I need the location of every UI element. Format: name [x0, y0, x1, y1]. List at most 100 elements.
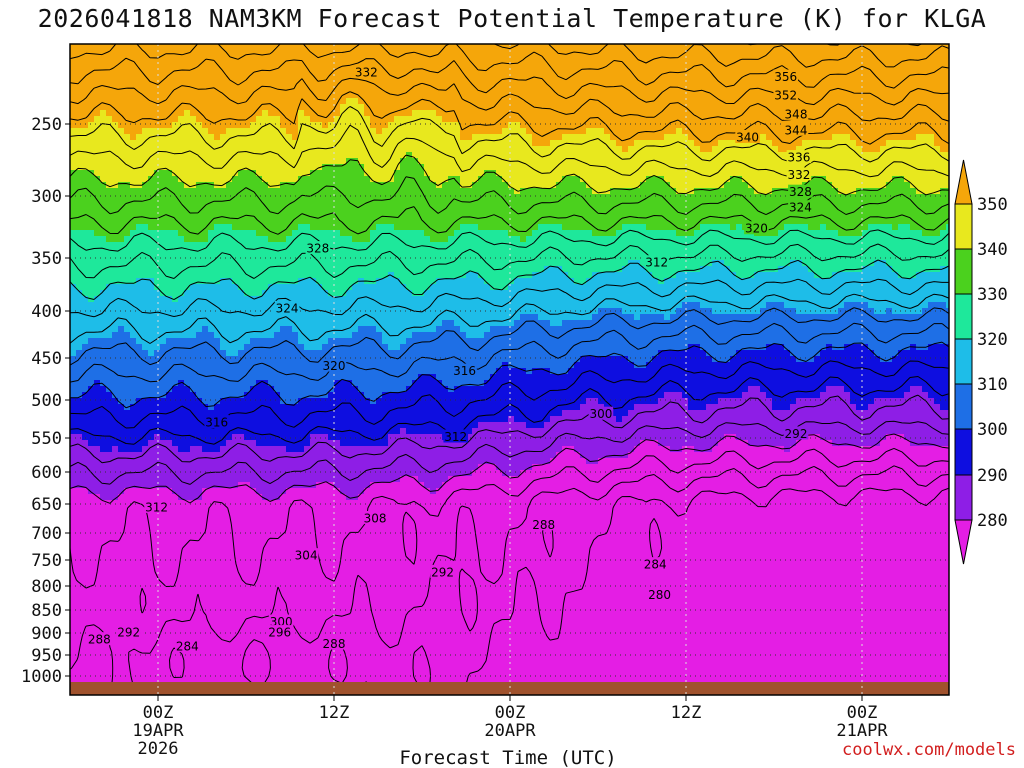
fill-cell: [406, 338, 949, 345]
fill-cell: [70, 608, 949, 615]
contour-364: [70, 44, 949, 89]
fill-cell: [184, 290, 245, 297]
fill-cell: [484, 332, 949, 339]
x-tick-label: 00Z: [143, 703, 174, 723]
fill-cell: [376, 128, 383, 135]
fill-cell: [634, 314, 641, 321]
fill-cell: [172, 386, 191, 393]
fill-cell: [70, 674, 949, 681]
fill-cell: [196, 392, 245, 399]
fill-cell: [532, 464, 949, 471]
fill-cell: [562, 446, 575, 453]
fill-cell: [796, 308, 839, 315]
contour-368: [494, 44, 949, 68]
fill-cell: [532, 272, 569, 279]
contour-label-bg: [735, 129, 760, 143]
fill-cell: [340, 488, 365, 495]
fill-cell: [82, 290, 101, 297]
fill-cell: [790, 404, 857, 411]
fill-cell: [766, 344, 785, 351]
fill-cell: [142, 446, 179, 453]
y-tick-label: 450: [31, 349, 62, 369]
fill-cell: [124, 488, 173, 495]
fill-cell: [118, 182, 131, 189]
y-tick-label: 700: [31, 524, 62, 544]
fill-cell: [940, 230, 949, 237]
fill-cell: [262, 176, 299, 183]
contour-288: [70, 394, 949, 464]
contour-label-bg: [87, 632, 112, 646]
fill-cell: [550, 320, 563, 327]
fill-cell: [694, 140, 719, 147]
fill-cell: [460, 182, 473, 189]
fill-cell: [76, 284, 107, 291]
credit-text[interactable]: coolwx.com/models: [842, 740, 1016, 760]
fill-cell: [514, 320, 551, 327]
fill-cell: [940, 266, 949, 273]
fill-cell: [70, 374, 419, 381]
contour-label: 284: [176, 640, 199, 654]
contour-label: 324: [276, 301, 299, 315]
fill-cell: [70, 50, 949, 57]
fill-cell: [184, 182, 197, 189]
fill-cell: [490, 284, 509, 291]
contour-label-bg: [175, 639, 200, 653]
fill-cell: [400, 278, 437, 285]
fill-cell: [634, 404, 689, 411]
fill-cell: [70, 266, 545, 273]
fill-cell: [520, 470, 949, 477]
contour-348: [70, 106, 949, 163]
fill-cell: [898, 350, 949, 357]
fill-cell: [808, 176, 827, 183]
fill-cell: [586, 278, 659, 285]
fill-cell: [334, 116, 371, 123]
fill-cell: [394, 170, 425, 177]
fill-cell: [874, 260, 887, 267]
fill-cell: [376, 398, 587, 405]
contour-label-bg: [443, 429, 469, 443]
fill-cell: [652, 356, 713, 363]
contour-360: [70, 57, 949, 106]
fill-cell: [634, 446, 671, 453]
fill-cell: [694, 446, 713, 453]
fill-cell: [70, 68, 949, 75]
fill-cell: [70, 230, 95, 237]
fill-cell: [172, 488, 203, 495]
fill-cell: [70, 86, 949, 93]
fill-cell: [178, 494, 203, 501]
fill-cell: [436, 278, 485, 285]
fill-cell: [334, 482, 371, 489]
colorbar-label: 350: [977, 195, 1008, 215]
fill-cell: [292, 134, 299, 141]
contour-label: 336: [787, 151, 810, 165]
fill-cell: [508, 416, 515, 423]
contour-label: 312: [444, 430, 467, 444]
fill-cell: [100, 110, 107, 117]
fill-cell: [790, 446, 949, 453]
fill-cell: [538, 314, 593, 321]
fill-cell: [70, 164, 323, 171]
fill-cell: [298, 116, 311, 123]
fill-cell: [574, 278, 587, 285]
fill-cell: [400, 164, 425, 171]
fill-cell: [700, 266, 731, 273]
fill-cell: [118, 446, 143, 453]
fill-cell: [328, 338, 383, 345]
fill-cell: [148, 350, 155, 357]
colorbar-label: 290: [977, 466, 1008, 486]
contour-label: 288: [88, 633, 111, 647]
fill-cell: [394, 224, 461, 231]
contour-label: 320: [323, 359, 346, 373]
fill-cell: [70, 530, 949, 537]
fill-cell: [190, 446, 203, 453]
colorbar: 280 290 300 310 320 330 340 350: [954, 159, 1008, 565]
fill-cell: [70, 458, 551, 465]
fill-cell: [172, 122, 203, 129]
fill-cell: [298, 224, 311, 231]
fill-cell: [220, 134, 293, 141]
fill-cell: [124, 326, 203, 333]
fill-cell: [154, 170, 173, 177]
fill-cell: [226, 182, 269, 189]
fill-cell: [130, 134, 137, 141]
fill-cell: [310, 224, 377, 231]
